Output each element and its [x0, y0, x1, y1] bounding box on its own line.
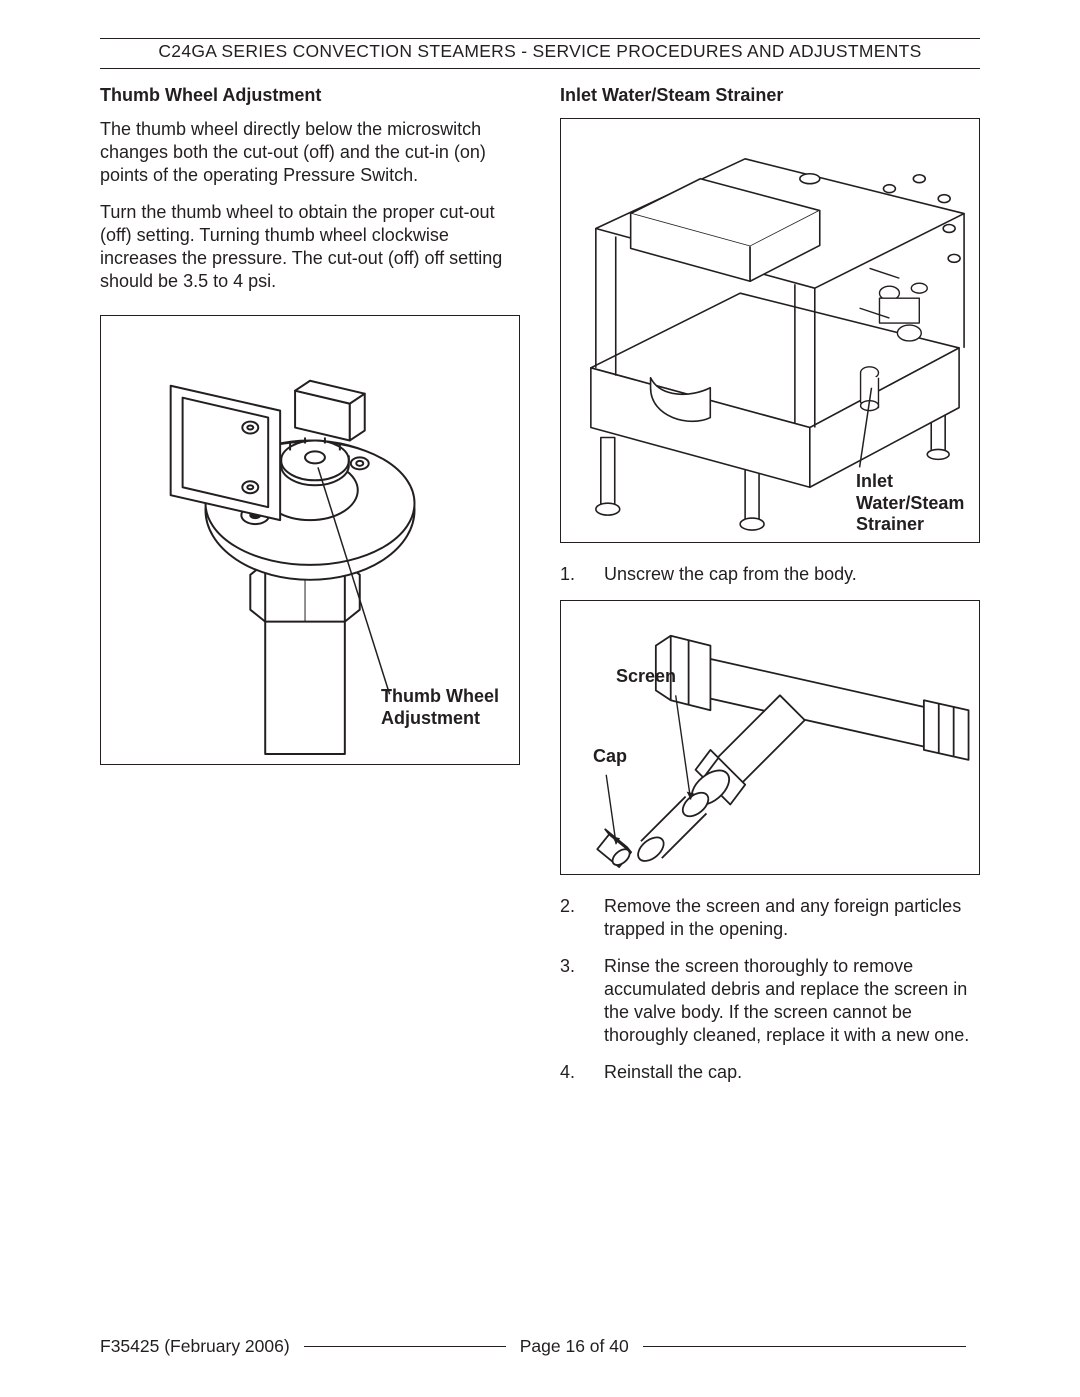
step-4-text: Reinstall the cap. — [604, 1061, 980, 1084]
left-para-1: The thumb wheel directly below the micro… — [100, 118, 520, 187]
footer-rule-left — [304, 1346, 506, 1347]
step-4: 4. Reinstall the cap. — [560, 1061, 980, 1084]
fig3-label-screen: Screen — [616, 666, 676, 688]
page-footer: F35425 (February 2006) Page 16 of 40 — [100, 1336, 980, 1357]
step-2-text: Remove the screen and any foreign partic… — [604, 895, 980, 941]
fig3-label-cap: Cap — [593, 746, 627, 768]
footer-rule-right — [643, 1346, 966, 1347]
page-header: C24GA SERIES CONVECTION STEAMERS - SERVI… — [100, 41, 980, 62]
fig2-label-line3: Strainer — [856, 514, 924, 534]
fig1-label-line1: Thumb Wheel — [381, 686, 499, 706]
step-4-num: 4. — [560, 1061, 604, 1084]
right-heading: Inlet Water/Steam Strainer — [560, 85, 980, 106]
header-rule-top — [100, 38, 980, 39]
figure-strainer-exploded: Screen Cap — [560, 600, 980, 875]
footer-page-number: Page 16 of 40 — [520, 1336, 629, 1357]
step-3: 3. Rinse the screen thoroughly to remove… — [560, 955, 980, 1047]
left-column: Thumb Wheel Adjustment The thumb wheel d… — [100, 85, 520, 1098]
right-column: Inlet Water/Steam Strainer — [560, 85, 980, 1098]
footer-doc-id: F35425 (February 2006) — [100, 1336, 290, 1357]
step-3-text: Rinse the screen thoroughly to remove ac… — [604, 955, 980, 1047]
step-1: 1. Unscrew the cap from the body. — [560, 563, 980, 586]
step-2: 2. Remove the screen and any foreign par… — [560, 895, 980, 941]
fig1-label: Thumb Wheel Adjustment — [381, 686, 499, 729]
left-para-2: Turn the thumb wheel to obtain the prope… — [100, 201, 520, 293]
left-heading: Thumb Wheel Adjustment — [100, 85, 520, 106]
header-rule-bottom — [100, 68, 980, 69]
fig1-label-line2: Adjustment — [381, 708, 480, 728]
fig2-label-line1: Inlet — [856, 471, 893, 491]
step-2-num: 2. — [560, 895, 604, 941]
figure-steamer-base: Inlet Water/Steam Strainer — [560, 118, 980, 543]
step-1-num: 1. — [560, 563, 604, 586]
fig2-label-line2: Water/Steam — [856, 493, 964, 513]
figure-thumb-wheel: Thumb Wheel Adjustment — [100, 315, 520, 765]
strainer-diagram — [561, 601, 979, 874]
step-1-text: Unscrew the cap from the body. — [604, 563, 980, 586]
fig2-label: Inlet Water/Steam Strainer — [856, 471, 964, 536]
step-3-num: 3. — [560, 955, 604, 1047]
